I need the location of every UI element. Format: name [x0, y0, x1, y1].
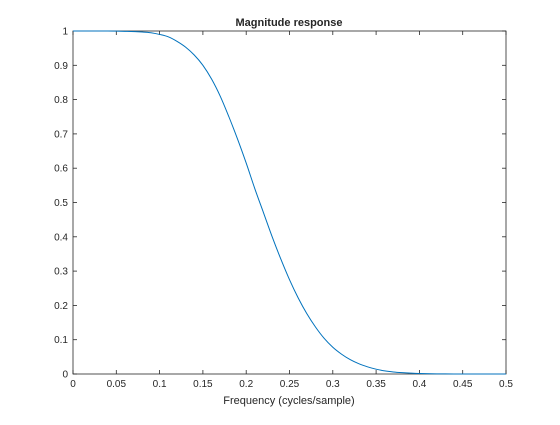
y-tick-label: 0.1	[54, 335, 68, 346]
x-axis-label: Frequency (cycles/sample)	[223, 395, 354, 407]
x-tick-label: 0.15	[193, 379, 213, 390]
y-tick-label: 0.8	[54, 95, 68, 106]
x-tick-label: 0.4	[412, 379, 426, 390]
x-tick-label: 0.05	[107, 379, 127, 390]
y-tick-label: 0.3	[54, 267, 68, 278]
series-line-magnitude	[73, 30, 507, 375]
y-tick-label: 1	[62, 27, 68, 38]
x-tick-label: 0.5	[499, 379, 513, 390]
x-tick-label: 0	[70, 379, 76, 390]
x-tick-label: 0.25	[280, 379, 300, 390]
y-tick-label: 0.2	[54, 301, 68, 312]
y-tick-label: 0.9	[54, 61, 68, 72]
plot-area	[72, 30, 507, 375]
y-tick-label: 0.5	[54, 198, 68, 209]
x-tick-label: 0.3	[326, 379, 340, 390]
y-tick-label: 0.6	[54, 164, 68, 175]
x-tick-label: 0.45	[453, 379, 473, 390]
y-tick-label: 0.4	[54, 232, 68, 243]
x-tick-label: 0.2	[239, 379, 253, 390]
chart-title: Magnitude response	[236, 17, 343, 29]
y-tick-label: 0	[62, 370, 68, 381]
x-tick-label: 0.1	[153, 379, 167, 390]
y-tick-label: 0.7	[54, 129, 68, 140]
x-tick-label: 0.35	[366, 379, 386, 390]
